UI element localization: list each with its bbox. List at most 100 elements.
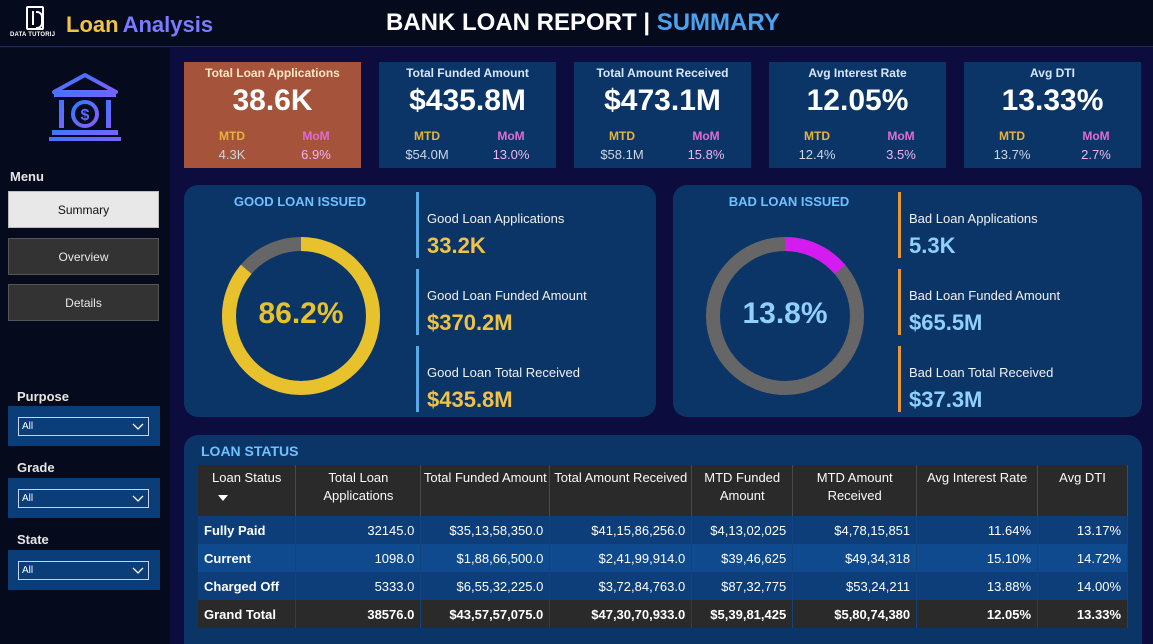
table-cell: $53,24,211 [792, 572, 918, 600]
table-cell: Current [198, 544, 297, 572]
bad-loan-percent: 13.8% [742, 297, 828, 330]
table-cell: 12.05% [916, 600, 1039, 628]
bad-loan-applications: Bad Loan Applications 5.3K [898, 192, 1128, 258]
table-cell: $39,46,625 [691, 544, 794, 572]
table-cell: $49,34,318 [792, 544, 918, 572]
svg-text:$: $ [81, 107, 90, 124]
column-header[interactable]: Total Loan Applications [295, 465, 422, 516]
logo: DATA TUTORIJ [10, 6, 56, 42]
table-cell: 13.17% [1037, 516, 1128, 544]
grade-dropdown[interactable]: All [18, 489, 149, 508]
metric-label: Bad Loan Applications [909, 211, 1038, 226]
column-header[interactable]: Total Amount Received [549, 465, 693, 516]
state-value: All [22, 565, 34, 576]
sort-desc-icon[interactable] [218, 495, 228, 501]
table-cell: $41,15,86,256.0 [549, 516, 693, 544]
table-cell: $4,78,15,851 [792, 516, 918, 544]
table-cell: $1,88,66,500.0 [420, 544, 551, 572]
kpi-mtd-value: 12.4% [798, 147, 836, 162]
filter-purpose: All [8, 406, 160, 446]
kpi-title: Avg Interest Rate [808, 66, 907, 80]
kpi-avg-interest-rate: Avg Interest Rate 12.05% MTD MoM 12.4% 3… [769, 62, 946, 168]
table-cell: 15.10% [916, 544, 1039, 572]
report-title-accent: SUMMARY [656, 9, 780, 36]
kpi-mtd-value: 13.7% [993, 147, 1031, 162]
kpi-total-loan-applications: Total Loan Applications 38.6K MTD MoM 4.… [184, 62, 361, 168]
loan-status-title: LOAN STATUS [201, 443, 299, 459]
table-cell: $43,57,57,075.0 [420, 600, 551, 628]
table-cell: $3,72,84,763.0 [549, 572, 693, 600]
good-loan-donut-arc [222, 237, 380, 395]
table-total-row: Grand Total 38576.0 $43,57,57,075.0 $47,… [198, 600, 1128, 628]
metric-value: $37.3M [909, 387, 983, 412]
table-cell: Fully Paid [198, 516, 297, 544]
filter-state-label: State [17, 532, 49, 547]
table-row[interactable]: Current 1098.0 $1,88,66,500.0 $2,41,99,9… [198, 544, 1128, 572]
table-cell: 14.00% [1037, 572, 1128, 600]
column-header[interactable]: MTD Amount Received [792, 465, 918, 516]
good-loan-applications: Good Loan Applications 33.2K [416, 192, 646, 258]
kpi-mom-label: MoM [302, 129, 330, 143]
metric-label: Bad Loan Funded Amount [909, 288, 1061, 303]
nav-overview-button[interactable]: Overview [8, 238, 159, 275]
table-cell: Grand Total [198, 600, 297, 628]
kpi-mom-value: 6.9% [301, 147, 331, 162]
kpi-title: Total Funded Amount [406, 66, 529, 80]
kpi-value: 12.05% [806, 84, 909, 117]
column-header[interactable]: Avg Interest Rate [916, 465, 1039, 516]
table-cell: 1098.0 [295, 544, 422, 572]
kpi-mtd-label: MTD [414, 129, 440, 143]
filter-purpose-label: Purpose [17, 389, 70, 404]
table-cell: $47,30,70,933.0 [549, 600, 693, 628]
metric-label: Bad Loan Total Received [909, 365, 1054, 380]
table-cell: 13.88% [916, 572, 1039, 600]
table-cell: $87,32,775 [691, 572, 794, 600]
kpi-mtd-value: 4.3K [218, 147, 246, 162]
bank-icon: $ [49, 73, 121, 141]
bad-loan-donut [706, 237, 864, 395]
bad-loan-funded-amount: Bad Loan Funded Amount $65.5M [898, 269, 1128, 335]
good-loan-panel: GOOD LOAN ISSUED 86.2% Good Loan Applica… [184, 185, 656, 417]
column-header[interactable]: Total Funded Amount [420, 465, 551, 516]
kpi-mom-label: MoM [887, 129, 915, 143]
metric-value: $370.2M [427, 310, 513, 335]
table-cell: $35,13,58,350.0 [420, 516, 551, 544]
metric-value: 33.2K [427, 233, 486, 258]
filter-grade-label: Grade [17, 460, 55, 475]
state-dropdown[interactable]: All [18, 561, 149, 580]
purpose-dropdown[interactable]: All [18, 417, 149, 436]
kpi-value: $435.8M [409, 84, 526, 117]
kpi-value: 38.6K [232, 84, 313, 117]
kpi-value: 13.33% [1001, 84, 1104, 117]
good-loan-donut [222, 237, 380, 395]
app-title-part1: Loan [66, 12, 119, 37]
kpi-mtd-label: MTD [999, 129, 1025, 143]
good-loan-funded-amount: Good Loan Funded Amount $370.2M [416, 269, 646, 335]
kpi-mom-value: 2.7% [1081, 147, 1111, 162]
metric-label: Good Loan Funded Amount [427, 288, 587, 303]
logo-mark-icon [26, 6, 44, 30]
kpi-title: Total Loan Applications [205, 66, 340, 80]
nav-summary-button[interactable]: Summary [8, 191, 159, 228]
good-loan-title: GOOD LOAN ISSUED [233, 194, 367, 209]
chevron-down-icon [132, 495, 144, 502]
kpi-avg-dti: Avg DTI 13.33% MTD MoM 13.7% 2.7% [964, 62, 1141, 168]
loan-status-table: Loan Status Total Loan Applications Tota… [198, 465, 1128, 628]
kpi-mtd-label: MTD [609, 129, 635, 143]
chevron-down-icon [132, 423, 144, 430]
table-cell: 38576.0 [295, 600, 422, 628]
kpi-mtd-value: $58.1M [600, 147, 644, 162]
column-header[interactable]: Avg DTI [1037, 465, 1128, 516]
kpi-mom-label: MoM [692, 129, 720, 143]
metric-value: $435.8M [427, 387, 513, 412]
table-row[interactable]: Fully Paid 32145.0 $35,13,58,350.0 $41,1… [198, 516, 1128, 544]
column-header-loan-status[interactable]: Loan Status [198, 465, 297, 516]
table-row[interactable]: Charged Off 5333.0 $6,55,32,225.0 $3,72,… [198, 572, 1128, 600]
report-title: BANK LOAN REPORT | SUMMARY [386, 9, 780, 37]
bad-loan-total-received: Bad Loan Total Received $37.3M [898, 346, 1128, 412]
table-cell: 13.33% [1037, 600, 1128, 628]
column-header[interactable]: MTD Funded Amount [691, 465, 794, 516]
kpi-mom-value: 3.5% [886, 147, 916, 162]
table-cell: $4,13,02,025 [691, 516, 794, 544]
nav-details-button[interactable]: Details [8, 284, 159, 321]
